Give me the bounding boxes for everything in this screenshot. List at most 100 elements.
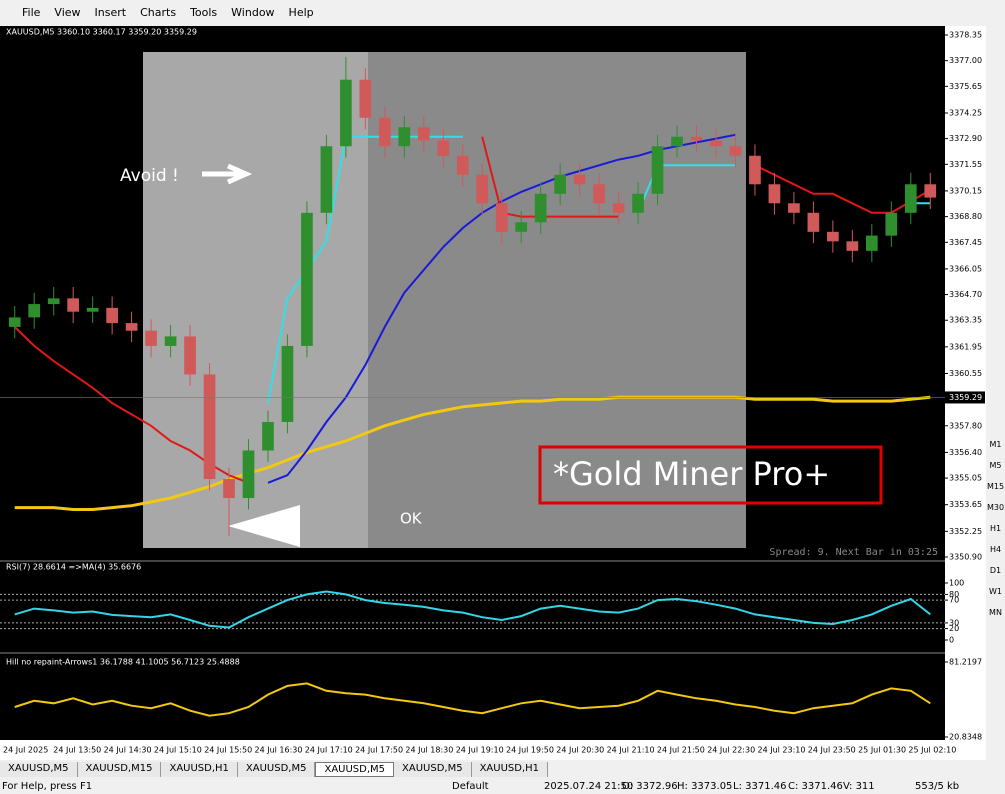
candle-body <box>67 298 80 312</box>
candle-body <box>476 174 489 204</box>
candle-body <box>242 450 255 499</box>
candle-body <box>320 146 333 213</box>
zone <box>143 52 368 548</box>
x-tick-label: 25 Jul 02:10 <box>908 746 956 755</box>
y-tick-label: 20 <box>949 624 959 633</box>
candle-body <box>690 136 703 141</box>
x-tick-label: 24 Jul 21:10 <box>607 746 655 755</box>
candle-body <box>184 336 196 375</box>
y-tick-label: 3366.05 <box>949 264 982 273</box>
chart-header: XAUUSD,M5 3360.10 3360.17 3359.20 3359.2… <box>6 28 197 37</box>
price-label: 3359.29 <box>949 393 982 402</box>
timeframe[interactable]: M5 <box>989 461 1002 470</box>
candle-body <box>788 203 800 213</box>
status-bar: For Help, press F1 Default 2025.07.24 21… <box>0 779 1005 794</box>
x-tick-label: 24 Jul 18:30 <box>405 746 453 755</box>
menu-item[interactable]: Help <box>288 6 314 19</box>
x-tick-label: 24 Jul 14:30 <box>104 746 152 755</box>
menu-item[interactable]: Insert <box>94 6 127 19</box>
candle-body <box>749 155 761 185</box>
candle-body <box>671 136 683 147</box>
y-tick-label: 0 <box>949 636 954 645</box>
status-text: H: 3373.05 <box>677 781 733 792</box>
y-tick-label: 3371.55 <box>949 160 982 169</box>
tab[interactable]: XAUUSD,M5 <box>237 762 316 777</box>
tab[interactable]: XAUUSD,M5 <box>394 762 472 777</box>
timeframe[interactable]: M30 <box>986 503 1005 512</box>
x-tick-label: 24 Jul 16:30 <box>255 746 303 755</box>
candle-body <box>47 298 60 305</box>
y-tick-label: 3360.55 <box>949 369 982 378</box>
candle-body <box>495 203 508 232</box>
timeframe[interactable]: W1 <box>989 587 1002 596</box>
x-tick-label: 24 Jul 21:50 <box>657 746 705 755</box>
candle-body <box>106 307 118 324</box>
candle-body <box>554 174 566 194</box>
candle-body <box>534 193 547 223</box>
candle-body <box>301 212 313 346</box>
x-tick-label: 24 Jul 20:30 <box>556 746 604 755</box>
candle-body <box>437 140 450 156</box>
annotation: Avoid ! <box>120 166 179 186</box>
candle-body <box>398 127 411 147</box>
candle-body <box>924 184 937 198</box>
y-tick-label: 81.2197 <box>949 658 982 667</box>
status-text: Default <box>452 781 489 792</box>
candle-body <box>359 79 372 118</box>
candle-body <box>729 146 742 156</box>
tab[interactable]: XAUUSD,M5 <box>315 762 395 777</box>
line <box>14 395 931 511</box>
timeframe[interactable]: H4 <box>989 545 1002 554</box>
zone <box>368 52 746 548</box>
x-tick-label: 24 Jul 15:50 <box>204 746 252 755</box>
timeframe[interactable]: M1 <box>989 440 1002 449</box>
line <box>14 590 931 629</box>
candle-body <box>203 374 216 480</box>
y-tick-label: 3364.70 <box>949 290 982 299</box>
menu-item[interactable]: Tools <box>190 6 218 19</box>
candle-body <box>417 127 430 141</box>
y-tick-label: 100 <box>949 579 964 588</box>
y-tick-label: 30 <box>949 618 959 627</box>
candle-body <box>827 231 839 242</box>
menu-item[interactable]: Window <box>231 6 275 19</box>
timeframe[interactable]: M15 <box>986 482 1005 491</box>
line <box>14 682 931 717</box>
candle-body <box>651 146 664 194</box>
status-text: For Help, press F1 <box>2 781 93 792</box>
candle-body <box>768 184 781 204</box>
time-axis-bg <box>0 740 945 760</box>
x-tick-label: 25 Jul 01:30 <box>858 746 906 755</box>
menu-item[interactable]: Charts <box>140 6 177 19</box>
status-text: L: 3371.46 <box>733 781 787 792</box>
x-tick-label: 24 Jul 22:30 <box>707 746 755 755</box>
candle-body <box>125 323 138 331</box>
status-text: C: 3371.46 <box>788 781 843 792</box>
menu-item[interactable]: View <box>54 6 81 19</box>
status-text: V: 311 <box>843 781 875 792</box>
timeframe[interactable]: H1 <box>989 524 1002 533</box>
candle-body <box>379 117 391 147</box>
candle-body <box>164 336 177 346</box>
candle-body <box>632 193 644 213</box>
menu-item[interactable]: File <box>22 6 41 19</box>
brand-box <box>538 445 883 505</box>
y-tick-label: 3361.95 <box>949 342 982 351</box>
candle-body <box>8 317 21 327</box>
tab[interactable]: XAUUSD,M15 <box>77 762 162 777</box>
candle-body <box>86 307 99 312</box>
tab[interactable]: XAUUSD,M5 <box>0 762 78 777</box>
timeframe[interactable]: MN <box>989 608 1002 617</box>
tab[interactable]: XAUUSD,H1 <box>471 762 549 777</box>
candle-body <box>340 79 352 147</box>
y-tick-label: 3353.65 <box>949 500 982 509</box>
x-tick-label: 24 Jul 17:10 <box>305 746 353 755</box>
candle-body <box>865 235 878 251</box>
tab[interactable]: XAUUSD,H1 <box>161 762 238 777</box>
y-tick-label: 3363.35 <box>949 316 982 325</box>
timeframe[interactable]: D1 <box>989 566 1002 575</box>
status-text: 553/5 kb <box>915 781 960 792</box>
y-tick-label: 80 <box>949 590 959 599</box>
candle-body <box>456 155 469 175</box>
